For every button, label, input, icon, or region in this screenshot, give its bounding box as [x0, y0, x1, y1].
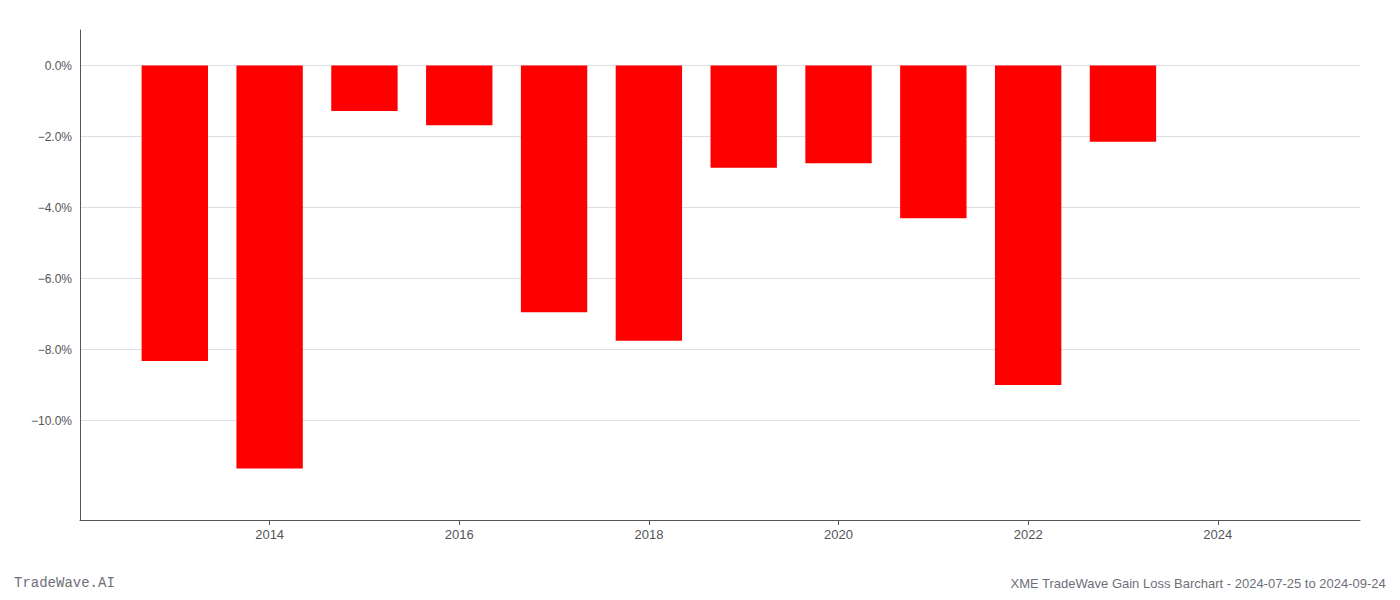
- svg-text:2024: 2024: [1203, 527, 1232, 542]
- svg-text:2018: 2018: [634, 527, 663, 542]
- svg-text:XME TradeWave Gain Loss Barcha: XME TradeWave Gain Loss Barchart - 2024-…: [1010, 576, 1385, 591]
- svg-text:2016: 2016: [445, 527, 474, 542]
- svg-text:TradeWave.AI: TradeWave.AI: [14, 575, 115, 591]
- svg-text:2014: 2014: [255, 527, 284, 542]
- svg-text:−2.0%: −2.0%: [38, 130, 73, 144]
- svg-text:0.0%: 0.0%: [45, 59, 73, 73]
- svg-text:−8.0%: −8.0%: [38, 343, 73, 357]
- svg-text:−4.0%: −4.0%: [38, 201, 73, 215]
- svg-text:2020: 2020: [824, 527, 853, 542]
- svg-text:−6.0%: −6.0%: [38, 272, 73, 286]
- svg-text:−10.0%: −10.0%: [31, 414, 72, 428]
- svg-text:2022: 2022: [1014, 527, 1043, 542]
